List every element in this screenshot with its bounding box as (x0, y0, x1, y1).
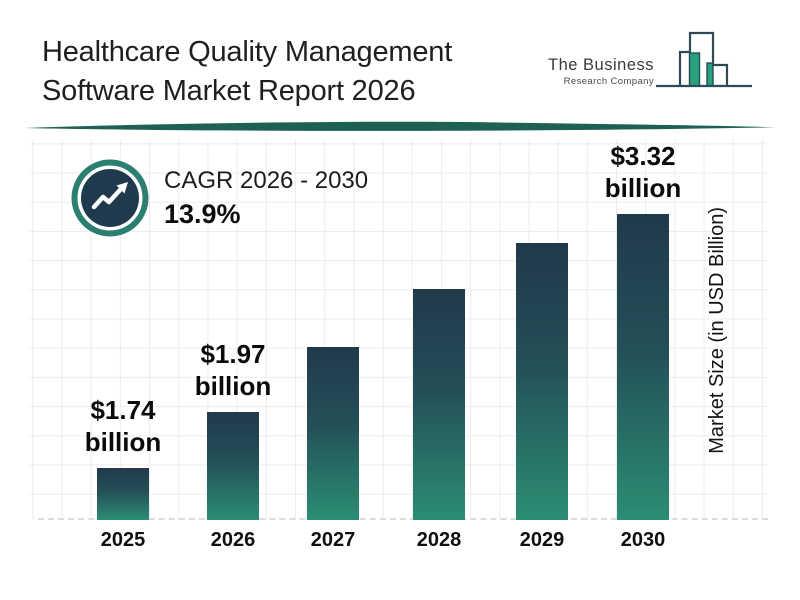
company-logo-text: The Business Research Company (548, 56, 654, 87)
bar-value-label-2030: $3.32 billion (604, 141, 682, 203)
bar-2025 (97, 468, 149, 520)
x-tick-label-2027: 2027 (310, 529, 356, 551)
bar-2030 (617, 214, 669, 520)
bar-value-label-2026: $1.97 billion (194, 339, 272, 401)
bar-value-label-2025: $1.74 billion (84, 395, 162, 457)
page-title-line2: Software Market Report 2026 (42, 75, 416, 107)
x-axis-baseline (38, 518, 768, 520)
cagr-period-label: CAGR 2026 - 2030 (164, 167, 369, 194)
bar-chart-logo-icon (656, 31, 752, 88)
bar-2029 (516, 243, 568, 520)
x-tick-label-2029: 2029 (519, 529, 565, 551)
logo-company-subname: Research Company (563, 76, 654, 87)
page-title: Healthcare Quality Management Software M… (42, 33, 452, 111)
x-tick-label-2025: 2025 (100, 529, 146, 551)
bar-2026 (207, 412, 259, 520)
bar-2027 (307, 347, 359, 520)
y-axis-label: Market Size (in USD Billion) (705, 206, 728, 454)
logo-company-name: The Business (548, 56, 654, 74)
x-tick-label-2028: 2028 (416, 529, 462, 551)
cagr-value: 13.9% (164, 199, 241, 229)
trending-up-icon (71, 159, 149, 237)
x-tick-label-2026: 2026 (210, 529, 256, 551)
company-logo: The Business Research Company (542, 30, 752, 96)
divider-line (25, 121, 775, 131)
page-title-line1: Healthcare Quality Management (42, 36, 453, 68)
bar-2028 (413, 289, 465, 520)
x-tick-label-2030: 2030 (620, 529, 666, 551)
y-axis-label-wrap: Market Size (in USD Billion) (688, 140, 746, 520)
